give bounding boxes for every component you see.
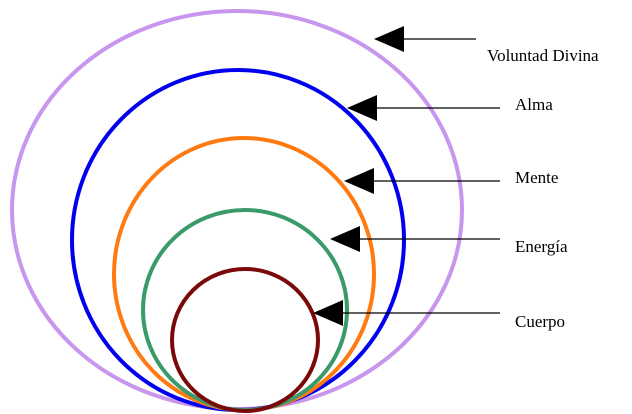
- arrow-voluntad-divina: [374, 26, 476, 52]
- arrow-cuerpo: [313, 300, 500, 326]
- circle-mente: [112, 136, 376, 412]
- label-energia: Energía: [515, 237, 568, 256]
- label-voluntad-divina: Voluntad Divina: [487, 46, 599, 65]
- arrow-mente: [344, 168, 500, 194]
- circle-cuerpo: [170, 267, 320, 413]
- label-cuerpo: Cuerpo: [515, 312, 566, 331]
- arrow-energia: [330, 226, 500, 252]
- label-mente: Mente: [515, 168, 559, 187]
- arrow-alma: [347, 95, 500, 121]
- label-alma: Alma: [515, 95, 553, 114]
- circle-energia: [141, 208, 349, 412]
